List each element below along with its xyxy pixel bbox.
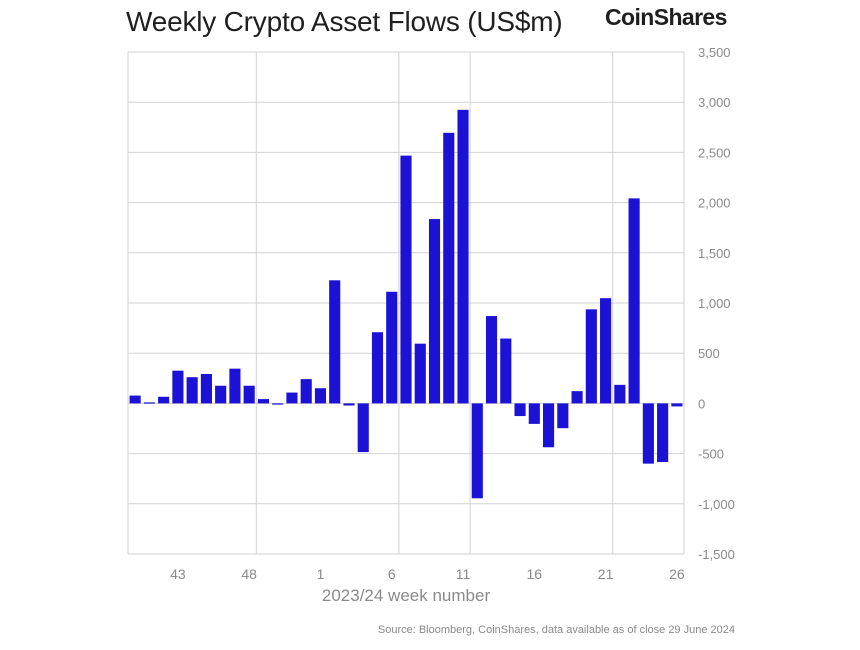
bar-week-48 [243,385,255,404]
y-tick-label: 0 [698,396,705,411]
bar-week-16 [528,403,540,424]
y-tick-label: 2,000 [698,196,731,211]
x-tick-label: 1 [317,566,325,582]
x-tick-label: 21 [598,566,614,582]
chart-title: Weekly Crypto Asset Flows (US$m) [126,6,563,37]
bar-week-10 [443,132,455,404]
bar-week-46 [215,385,227,404]
bar-week-5 [371,332,384,404]
bar-week-50 [272,403,284,405]
bar-week-40 [129,395,141,404]
bar-week-45 [200,373,212,404]
bar-week-42 [158,396,170,404]
bar-week-22 [614,384,626,404]
bar-week-2 [329,280,341,404]
bar-week-12 [471,403,483,499]
bar-week-20 [585,309,597,404]
bar-week-13 [485,316,498,404]
bars [129,109,683,499]
axes: 3,500 3,000 2,500 2,000 1,500 1,000 500 0 -500 -1… [170,45,735,582]
y-tick-label: 3,000 [698,95,731,110]
y-tick-label: -1,000 [698,497,735,512]
y-tick-label: 3,500 [698,45,731,60]
x-tick-label: 43 [170,566,186,582]
bar-week-26 [671,403,683,407]
bar-week-52 [300,379,312,404]
bar-week-8 [414,343,426,404]
bar-week-18 [557,403,569,429]
x-axis-label: 2023/24 week number [0,586,860,606]
y-tick-label: -500 [698,447,724,462]
bar-week-51 [286,392,298,404]
bar-week-21 [600,298,612,404]
x-tick-label: 16 [527,566,543,582]
y-tick-label: 2,500 [698,145,731,160]
bar-week-15 [514,403,526,417]
bar-week-1 [314,388,327,404]
bar-week-47 [229,368,241,404]
y-tick-label: -1,500 [698,547,735,562]
bar-week-14 [500,338,512,404]
bar-week-23 [628,198,640,404]
source-note: Source: Bloomberg, CoinShares, data avai… [377,624,735,636]
x-tick-label: 6 [388,566,396,582]
y-tick-label: 500 [698,346,720,361]
bar-week-44 [186,377,198,404]
brand-logo: CoinShares [605,4,727,30]
bar-week-4 [357,403,369,453]
bar-week-6 [386,291,398,404]
bar-week-3 [343,403,355,406]
bar-week-9 [428,219,441,404]
bar-week-25 [657,403,669,463]
bar-week-41 [143,402,155,404]
bar-week-19 [571,391,583,404]
bar-week-24 [642,403,654,464]
x-axis-label-text: 2023/24 week number [321,586,491,605]
bar-week-43 [172,370,184,404]
x-tick-label: 11 [456,566,471,582]
y-tick-label: 1,500 [698,246,731,261]
x-tick-label: 26 [669,566,685,582]
bar-week-17 [543,403,555,448]
bar-week-7 [400,155,412,404]
y-tick-label: 1,000 [698,296,731,311]
bar-week-11 [457,109,469,404]
bar-week-49 [257,399,269,404]
x-tick-label: 48 [241,566,257,582]
